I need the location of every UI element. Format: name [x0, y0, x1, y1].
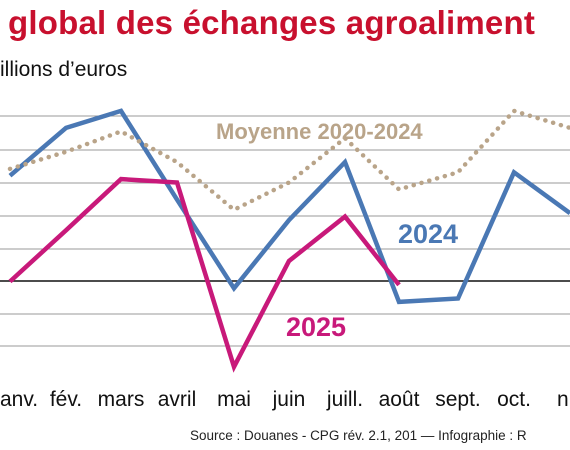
chart-title: global des échanges agroaliment [8, 4, 536, 41]
series-line-2024 [8, 108, 570, 305]
x-tick-label: sept. [435, 388, 481, 411]
x-tick-label: oct. [497, 388, 531, 411]
x-tick-label: n [557, 388, 569, 411]
x-tick-label: août [379, 388, 420, 411]
x-tick-label: anv. [0, 388, 38, 411]
x-tick-label: fév. [50, 388, 82, 411]
x-tick-label: mars [98, 388, 145, 411]
series-line-moyenne-2020-2024 [7, 108, 570, 213]
unit-label: illions d’euros [0, 58, 128, 81]
series-label-moyenne-2020-2024: Moyenne 2020-2024 [216, 119, 423, 144]
x-tick-label: juill. [326, 388, 363, 411]
series-label-2025: 2025 [286, 312, 346, 342]
series-label-2024: 2024 [398, 219, 458, 249]
x-tick-label: avril [158, 388, 197, 411]
line-chart: 2024 Moyenne 2020-2024 2025 anv. fév. mars avr… [0, 108, 570, 411]
series-line-2025 [8, 176, 401, 373]
source-note: Source : Douanes - CPG rév. 2.1, 201 — I… [190, 428, 527, 443]
x-tick-label: juin [272, 388, 306, 411]
x-tick-label: mai [217, 388, 251, 411]
